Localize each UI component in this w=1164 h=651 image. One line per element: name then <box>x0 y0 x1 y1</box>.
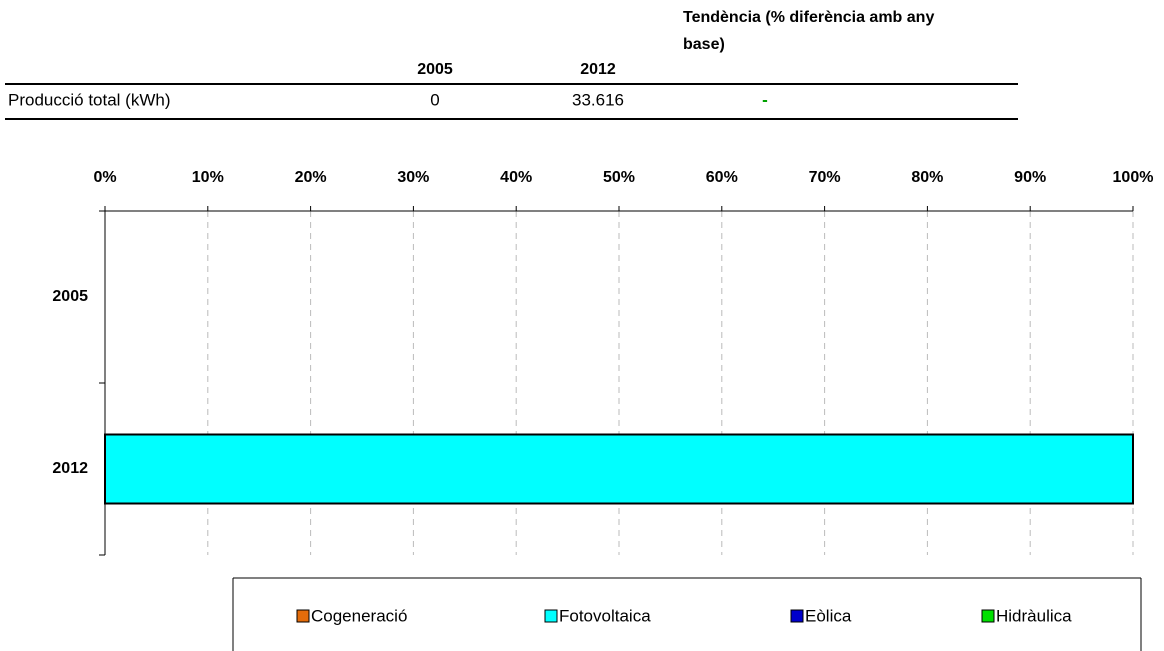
legend-label: Cogeneració <box>311 606 407 625</box>
x-tick-label: 50% <box>603 169 635 186</box>
x-tick-label: 40% <box>500 169 532 186</box>
legend-swatch <box>296 609 310 623</box>
legend-swatch <box>544 609 558 623</box>
row-label: Producció total (kWh) <box>8 90 171 109</box>
trend-header-1: Tendència (% diferència amb any <box>683 9 934 26</box>
y-tick-label: 2005 <box>52 288 88 305</box>
bar-segment <box>104 433 1134 505</box>
x-tick-label: 10% <box>192 169 224 186</box>
legend-swatch <box>981 609 995 623</box>
legend-label: Fotovoltaica <box>559 606 651 625</box>
x-tick-label: 0% <box>93 169 116 186</box>
trend-header-2: base) <box>683 36 725 53</box>
x-tick-label: 20% <box>295 169 327 186</box>
x-tick-label: 90% <box>1014 169 1046 186</box>
x-tick-label: 70% <box>809 169 841 186</box>
x-tick-label: 30% <box>397 169 429 186</box>
y-tick-label: 2012 <box>52 460 88 477</box>
legend-swatch <box>790 609 804 623</box>
x-tick-label: 80% <box>911 169 943 186</box>
legend-label: Eòlica <box>805 606 852 625</box>
cell: - <box>762 90 768 109</box>
legend-label: Hidràulica <box>996 606 1072 625</box>
cell: 33.616 <box>572 90 624 109</box>
x-tick-label: 60% <box>706 169 738 186</box>
x-tick-label: 100% <box>1113 169 1154 186</box>
col-header: 2012 <box>580 61 616 78</box>
cell: 0 <box>430 90 439 109</box>
col-header: 2005 <box>417 61 453 78</box>
